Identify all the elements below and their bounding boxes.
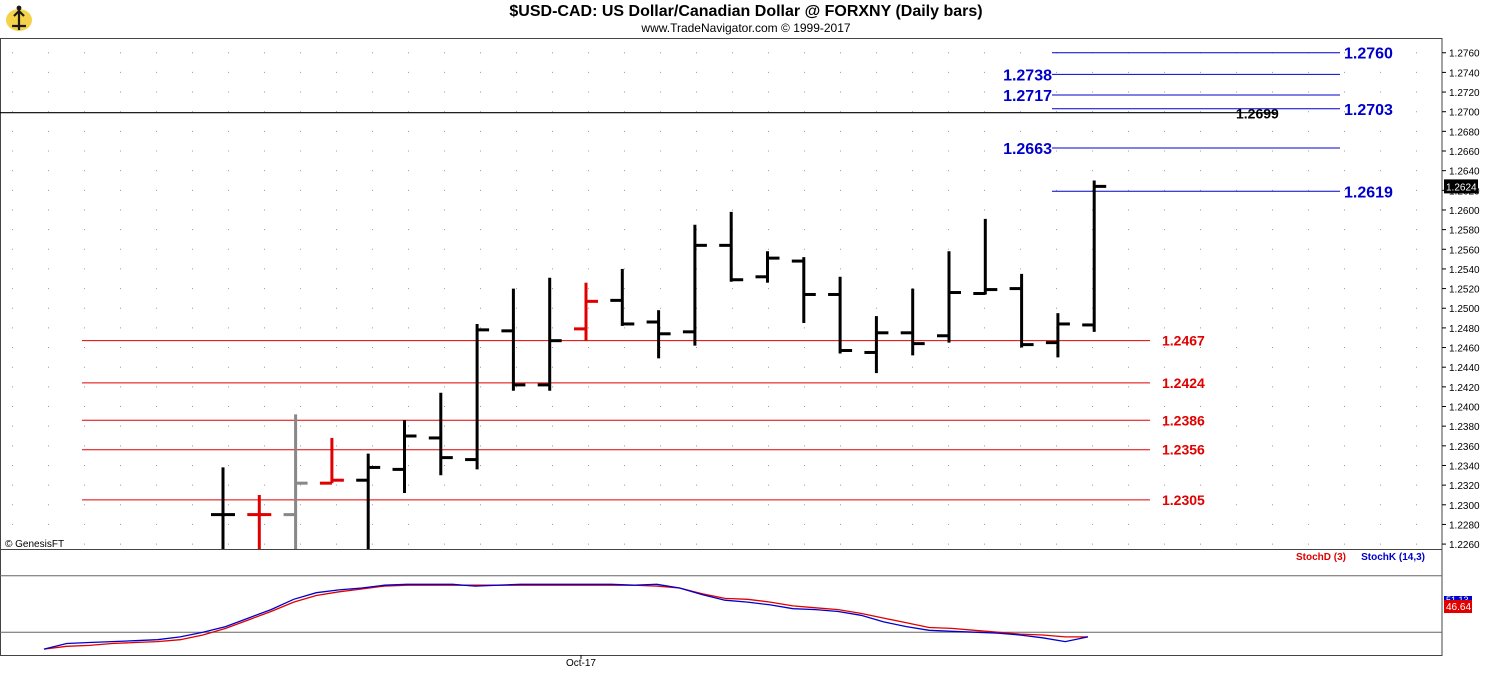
y-tick-label: 1.2280	[1449, 520, 1480, 531]
y-tick-label: 1.2360	[1449, 442, 1480, 453]
ohlc-bar	[1082, 180, 1107, 332]
stoch-panel-frame	[0, 549, 1443, 656]
ohlc-bar	[973, 218, 998, 295]
y-tick-label: 1.2400	[1449, 403, 1480, 414]
y-tick-label: 1.2540	[1449, 265, 1480, 276]
resistance-label: 1.2703	[1344, 102, 1393, 119]
ohlc-bar	[247, 494, 272, 549]
price-panel: 1.2699 1.2760 1.2738 1.2717 1.2703 1.2663 1.26…	[0, 38, 1443, 550]
axes: 1.2260 1.2280 1.2300 1.2320 1.2340 1.2360 1.23…	[566, 49, 1480, 669]
resistance-label: 1.2738	[1003, 67, 1052, 84]
chart-subtitle: www.TradeNavigator.com © 1999-2017	[641, 21, 851, 35]
ohlc-bar	[356, 453, 381, 549]
y-tick-label: 1.2660	[1449, 147, 1480, 158]
resistance-label: 1.2760	[1344, 46, 1393, 63]
stochastic-panel: StochK (14,3) StochD (3)	[0, 549, 1443, 656]
ohlc-bar	[465, 323, 490, 470]
ohlc-bar	[646, 310, 671, 359]
ohlc-bar	[1009, 273, 1034, 348]
trade-navigator-logo	[4, 2, 34, 34]
support-label: 1.2356	[1162, 442, 1205, 458]
ohlc-bar	[319, 437, 344, 485]
y-tick-label: 1.2480	[1449, 324, 1480, 335]
stoch-k-legend: StochK (14,3)	[1361, 552, 1425, 563]
y-tick-label: 1.2560	[1449, 245, 1480, 256]
stoch-line	[43, 583, 1089, 650]
last-price-tag	[1444, 179, 1478, 194]
y-tick-label: 1.2740	[1449, 68, 1480, 79]
y-tick-label: 1.2460	[1449, 344, 1480, 355]
price-panel-frame	[0, 38, 1443, 550]
support-label: 1.2386	[1162, 412, 1205, 428]
stoch-line	[43, 584, 1088, 650]
resistance-label: 1.2717	[1003, 88, 1052, 105]
support-label: 1.2467	[1162, 333, 1205, 349]
y-tick-label: 1.2600	[1449, 206, 1480, 217]
ohlc-bar	[574, 282, 598, 341]
chart-header: $USD-CAD: US Dollar/Canadian Dollar @ FO…	[0, 0, 1492, 38]
ohlc-bar	[211, 467, 235, 549]
reference-line-label: 1.2699	[1236, 106, 1279, 122]
y-tick-label: 1.2340	[1449, 461, 1480, 472]
chart-title: $USD-CAD: US Dollar/Canadian Dollar @ FO…	[509, 3, 983, 20]
y-tick-label: 1.2420	[1449, 383, 1480, 394]
y-tick-label: 1.2260	[1449, 540, 1480, 551]
ohlc-bar	[900, 288, 925, 356]
stoch-d-legend: StochD (3)	[1296, 552, 1346, 563]
ohlc-bar	[283, 414, 308, 549]
x-tick-label: Oct-17	[566, 658, 596, 669]
y-tick-label: 1.2580	[1449, 226, 1480, 237]
last-price-label: 1.2624	[1446, 182, 1477, 193]
y-tick-label: 1.2440	[1449, 363, 1480, 374]
resistance-label: 1.2619	[1344, 184, 1393, 201]
watermark: © GenesisFT	[5, 539, 64, 550]
ohlc-bar	[937, 251, 961, 343]
ohlc-bar	[719, 211, 744, 282]
ohlc-bar	[864, 316, 889, 374]
stoch-d-tag	[1444, 600, 1472, 613]
support-label: 1.2305	[1162, 492, 1205, 508]
y-tick-label: 1.2300	[1449, 501, 1480, 512]
y-tick-label: 1.2320	[1449, 481, 1480, 492]
y-tick-label: 1.2520	[1449, 285, 1480, 296]
ohlc-bar	[828, 276, 853, 354]
ohlc-bar	[392, 420, 417, 493]
ohlc-bar	[682, 224, 707, 346]
y-tick-label: 1.2720	[1449, 88, 1480, 99]
ohlc-bar	[428, 392, 453, 476]
ohlc-bar	[791, 257, 816, 323]
y-tick-label: 1.2760	[1449, 49, 1480, 60]
support-label: 1.2424	[1162, 375, 1205, 391]
stoch-d-value: 46.64	[1446, 602, 1471, 613]
y-tick-label: 1.2700	[1449, 108, 1480, 119]
ohlc-bar	[501, 288, 526, 391]
ohlc-bar	[1045, 313, 1070, 358]
ohlc-bar	[537, 277, 562, 391]
y-tick-label: 1.2680	[1449, 127, 1480, 138]
resistance-label: 1.2663	[1003, 141, 1052, 158]
y-tick-label: 1.2500	[1449, 304, 1480, 315]
y-tick-label: 1.2640	[1449, 167, 1480, 178]
ohlc-bar	[610, 268, 635, 326]
y-tick-label: 1.2380	[1449, 422, 1480, 433]
grid	[2, 52, 1442, 545]
ohlc-bar	[755, 251, 780, 283]
